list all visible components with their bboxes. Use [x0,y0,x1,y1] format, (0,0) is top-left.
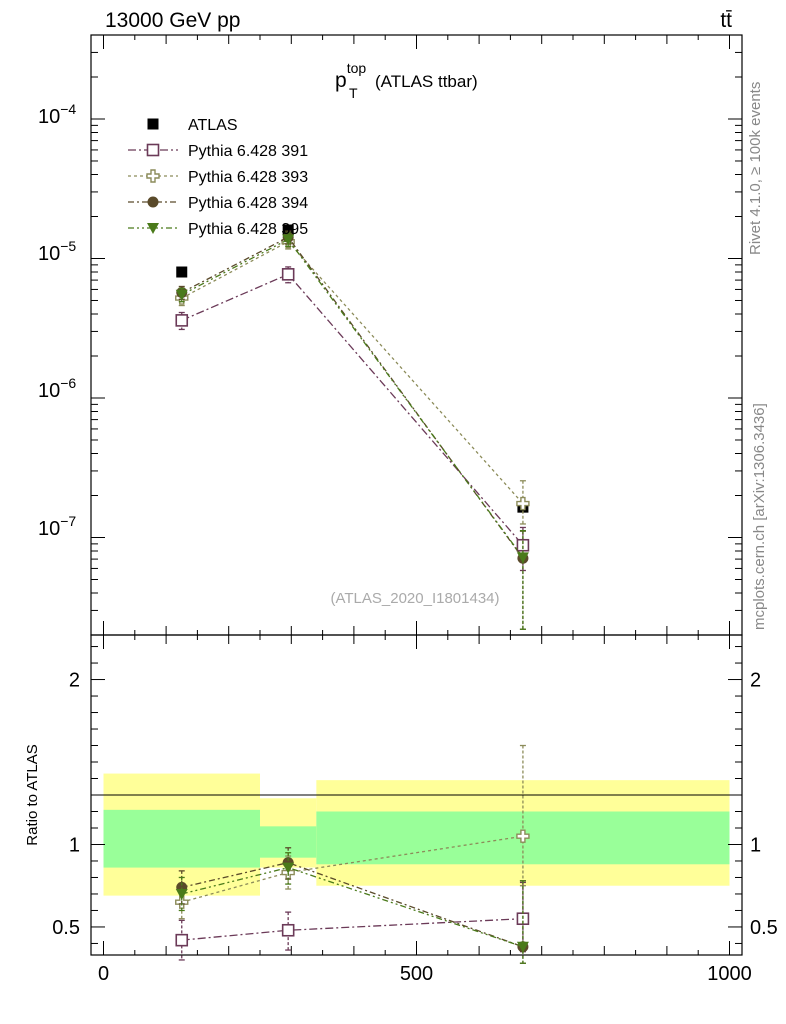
process-label: tt̄ [720,9,732,32]
main-point-s395 [282,234,295,246]
ratio-panel: 0.5 0.5 1 1 2 2 0 500 1000 Ratio to ATLAS [24,634,778,985]
main-line-s391 [181,273,524,546]
main-point-s391 [175,314,189,327]
main-point-data [176,266,188,278]
legend: ATLAS Pythia 6.428 391 Pythia 6.428 393 Pyt… [128,117,308,238]
legend-label-data: ATLAS [188,117,238,134]
ratio-point-s393 [516,829,530,843]
legend-label-s393: Pythia 6.428 393 [188,169,308,186]
ytick-label-1e-4: 10−4 [38,101,76,128]
legend-marker-s395 [147,223,159,234]
title-sub: T [349,85,358,101]
ratio-ytick-label-right: 2 [750,670,761,692]
main-point-data [282,224,294,236]
main-line-s393 [181,240,524,505]
title-sup: top [347,60,367,76]
ratio-bands [103,773,730,896]
ratio-xtick-label: 0 [98,963,109,985]
ratio-ytick-label-left: 2 [69,670,80,692]
plot-title: ptop T (ATLAS ttbar) [335,60,478,101]
ratio-ytick-label-left: 1 [69,834,80,856]
ytick-label-1e-6: 10−6 [38,375,76,402]
energy-label: 13000 GeV pp [105,9,240,32]
ratio-point-s395 [516,941,529,953]
main-y-ticks [91,34,742,636]
ratio-band-inner [103,809,260,868]
legend-marker-data [147,118,159,130]
ratio-line-s394 [181,861,524,948]
legend-label-s391: Pythia 6.428 391 [188,143,308,160]
ratio-x-ticks: 0 500 1000 [98,635,752,985]
title-main: p [335,69,347,92]
rivet-label: Rivet 4.1.0, ≥ 100k events [747,82,764,255]
ytick-label-1e-7: 10−7 [38,513,76,540]
ratio-series [175,744,530,964]
main-line-s394 [181,236,524,559]
main-panel: 10−7 10−6 10−5 10−4 ptop T (ATLAS ttbar) A… [38,34,743,636]
main-series [175,224,530,630]
ratio-point-s395 [282,862,295,874]
mcplots-label: mcplots.cern.ch [arXiv:1306.3436] [751,403,768,630]
main-point-s391 [281,268,295,281]
ratio-line-s391 [181,918,523,941]
main-y-tick-labels: 10−7 10−6 10−5 10−4 [38,101,76,540]
analysis-watermark: (ATLAS_2020_I1801434) [330,590,499,607]
legend-label-s395: Pythia 6.428 395 [188,221,308,238]
title-suffix: (ATLAS ttbar) [375,72,478,91]
ratio-point-s395 [175,888,188,900]
main-point-s395 [516,552,529,564]
ratio-y-axis-label: Ratio to ATLAS [24,744,41,845]
ratio-xtick-label: 1000 [707,963,752,985]
ratio-point-s391 [175,933,189,947]
main-x-ticks [103,35,730,635]
legend-marker-s393 [146,169,160,183]
main-point-s395 [175,289,188,301]
ytick-label-1e-5: 10−5 [38,238,76,265]
ratio-xtick-label: 500 [400,963,433,985]
ratio-y-ticks: 0.5 0.5 1 1 2 2 [52,646,778,944]
legend-marker-s391 [146,143,160,157]
ratio-ytick-label-left: 0.5 [52,917,80,939]
ratio-point-s391 [281,923,295,937]
legend-label-s394: Pythia 6.428 394 [188,195,308,212]
ratio-ytick-label-right: 1 [750,834,761,856]
main-line-s395 [181,238,524,558]
main-point-s393 [516,496,530,511]
legend-marker-s394 [147,196,159,208]
ratio-ytick-label-right: 0.5 [750,917,778,939]
